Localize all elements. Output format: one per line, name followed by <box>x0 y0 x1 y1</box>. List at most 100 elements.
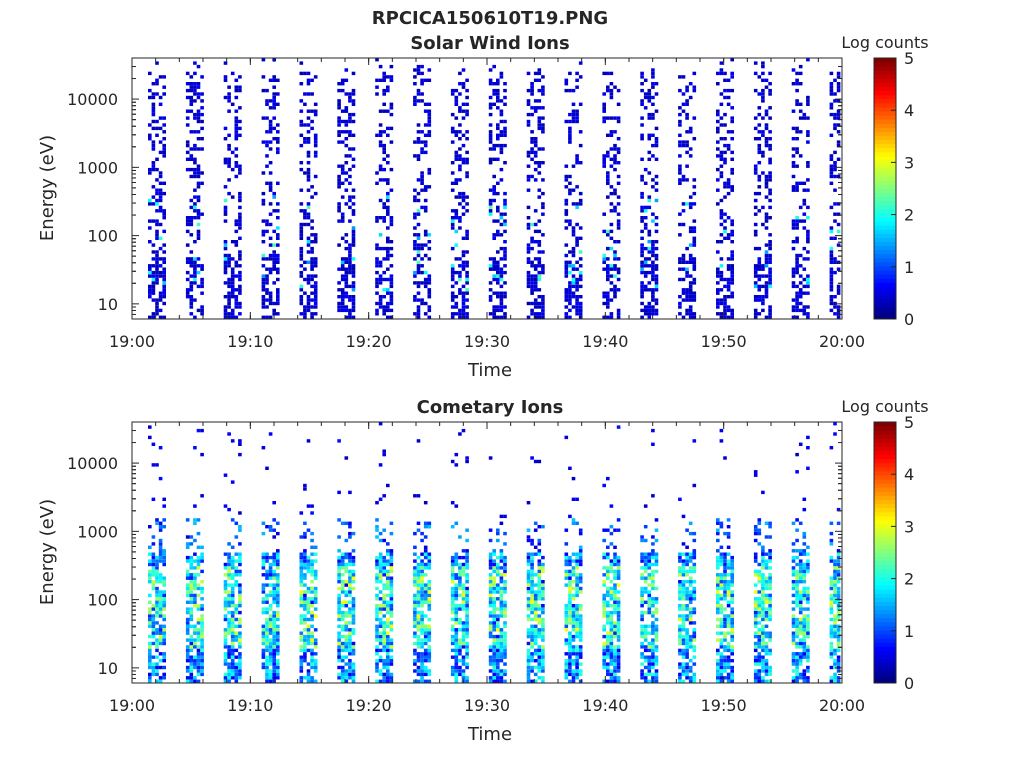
heatmap-cell <box>458 573 462 577</box>
heatmap-cell <box>616 308 621 313</box>
heatmap-cell <box>465 528 469 532</box>
heatmap-cell <box>526 281 531 285</box>
heatmap-cell <box>155 92 159 96</box>
heatmap-cell <box>606 246 610 251</box>
heatmap-cell <box>578 102 583 106</box>
heatmap-cell <box>465 95 469 100</box>
heatmap-cell <box>606 652 610 656</box>
heatmap-cell <box>344 569 349 574</box>
heatmap-cell <box>420 150 424 155</box>
heatmap-cell <box>829 236 834 240</box>
heatmap-cell <box>389 240 394 244</box>
heatmap-cell <box>578 277 583 282</box>
heatmap-cell <box>575 281 579 285</box>
heatmap-cell <box>533 545 538 549</box>
heatmap-cell <box>196 130 201 134</box>
heatmap-cell <box>265 573 269 577</box>
heatmap-cell <box>461 676 466 680</box>
heatmap-cell <box>227 312 231 316</box>
heatmap-cell <box>829 284 834 289</box>
heatmap-cell <box>606 171 610 175</box>
heatmap-cell <box>261 597 266 601</box>
heatmap-cell <box>450 604 455 608</box>
heatmap-cell <box>155 82 159 86</box>
heatmap-cell <box>261 607 266 611</box>
heatmap-cell <box>719 157 724 161</box>
heatmap-cell <box>389 246 394 251</box>
heatmap-cell <box>375 216 379 220</box>
heatmap-cell <box>155 662 159 666</box>
heatmap-cell <box>503 143 507 148</box>
heatmap-cell <box>530 106 534 110</box>
heatmap-cell <box>613 191 617 196</box>
heatmap-cell <box>389 298 394 302</box>
heatmap-cell <box>564 82 569 86</box>
heatmap-cell <box>678 267 682 271</box>
heatmap-cell <box>268 607 273 611</box>
heatmap-cell <box>795 264 799 268</box>
heatmap-cell <box>533 106 538 110</box>
heatmap-cell <box>416 315 421 319</box>
heatmap-cell <box>829 270 834 275</box>
heatmap-cell <box>348 250 352 254</box>
colorbar-segment <box>874 278 896 283</box>
heatmap-cell <box>193 573 197 577</box>
heatmap-cell <box>306 597 311 601</box>
heatmap-cell <box>450 298 455 302</box>
heatmap-cell <box>795 88 799 93</box>
heatmap-cell <box>386 665 390 670</box>
heatmap-cell <box>310 624 314 628</box>
heatmap-cell <box>564 659 569 663</box>
heatmap-cell <box>575 648 579 653</box>
heatmap-cell <box>602 71 606 76</box>
heatmap-cell <box>276 243 280 247</box>
heatmap-cell <box>386 277 390 282</box>
heatmap-cell <box>492 665 496 670</box>
heatmap-cell <box>420 645 424 649</box>
heatmap-cell <box>196 679 201 683</box>
heatmap-cell <box>609 669 614 673</box>
heatmap-cell <box>761 78 765 82</box>
heatmap-cell <box>378 617 383 622</box>
heatmap-cell <box>162 243 166 247</box>
heatmap-cell <box>537 99 542 103</box>
heatmap-cell <box>678 88 682 93</box>
heatmap-cell <box>351 621 356 625</box>
heatmap-cell <box>386 161 390 165</box>
heatmap-cell <box>454 521 459 525</box>
heatmap-cell <box>162 562 166 567</box>
heatmap-cell <box>416 178 421 182</box>
heatmap-cell <box>265 181 269 185</box>
heatmap-cell <box>375 78 379 82</box>
heatmap-cell <box>427 288 432 292</box>
heatmap-cell <box>723 112 727 117</box>
heatmap-cell <box>238 652 242 656</box>
heatmap-cell <box>798 116 803 120</box>
heatmap-cell <box>496 315 500 319</box>
heatmap-cell <box>265 466 269 470</box>
heatmap-cell <box>568 569 572 574</box>
heatmap-cell <box>461 662 466 666</box>
heatmap-cell <box>602 610 606 615</box>
heatmap-cell <box>716 250 720 254</box>
heatmap-cell <box>791 267 796 271</box>
heatmap-cell <box>416 573 421 577</box>
heatmap-cell <box>386 580 390 584</box>
heatmap-cell <box>158 198 163 203</box>
heatmap-cell <box>148 71 152 76</box>
heatmap-cell <box>223 504 228 508</box>
heatmap-cell <box>299 555 304 560</box>
heatmap-cell <box>571 518 576 522</box>
heatmap-cell <box>503 246 507 251</box>
heatmap-cell <box>306 590 311 594</box>
heatmap-cell <box>795 130 799 134</box>
heatmap-cell <box>791 219 796 223</box>
colorbar-segment <box>874 208 896 214</box>
heatmap-cell <box>423 600 428 604</box>
heatmap-cell <box>836 243 841 247</box>
colorbar-segment <box>874 143 896 149</box>
heatmap-cell <box>795 82 799 86</box>
heatmap-cell <box>640 137 644 141</box>
heatmap-cell <box>571 621 576 625</box>
heatmap-cell <box>348 586 352 591</box>
